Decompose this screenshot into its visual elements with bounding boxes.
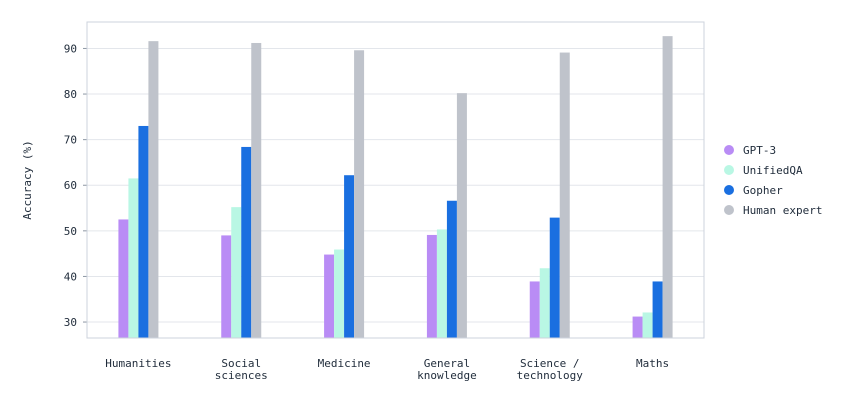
- x-category-label: Maths: [636, 357, 669, 370]
- bar-gpt-3: [118, 219, 129, 338]
- bar-gpt-3: [426, 234, 437, 338]
- y-tick-label: 90: [64, 42, 77, 55]
- bar-gpt-3: [221, 235, 232, 338]
- x-category-label: General: [424, 357, 470, 370]
- legend-swatch: [724, 165, 734, 175]
- bar-gpt-3: [632, 316, 643, 338]
- bar-human-expert: [148, 41, 159, 338]
- bar-gopher: [549, 217, 560, 338]
- y-axis-title: Accuracy (%): [21, 140, 34, 219]
- bar-unifiedqa: [334, 249, 345, 338]
- gridlines: [87, 47, 704, 323]
- legend-label: UnifiedQA: [743, 164, 803, 177]
- bar-unifiedqa: [539, 268, 550, 338]
- legend-swatch: [724, 145, 734, 155]
- bar-unifiedqa: [231, 207, 242, 338]
- bar-gopher: [241, 146, 252, 338]
- legend: GPT-3 UnifiedQA Gopher Human expert: [724, 144, 822, 217]
- x-category-label: Medicine: [318, 357, 371, 370]
- y-tick-label: 60: [64, 179, 77, 192]
- legend-swatch: [724, 185, 734, 195]
- x-category-label: Social: [221, 357, 261, 370]
- legend-label: Human expert: [743, 204, 822, 217]
- plot-frame: [86, 21, 705, 339]
- legend-swatch: [724, 205, 734, 215]
- bar-human-expert: [456, 93, 467, 338]
- bar-human-expert: [354, 50, 365, 338]
- bar-gopher: [652, 281, 663, 338]
- bar-gopher: [446, 200, 457, 338]
- y-tick-label: 80: [64, 88, 77, 101]
- bar-gpt-3: [529, 281, 540, 338]
- x-category-label: technology: [517, 369, 584, 382]
- y-tick-label: 70: [64, 134, 77, 147]
- bars: [118, 36, 673, 339]
- x-category-label: sciences: [215, 369, 268, 382]
- y-tick-label: 30: [64, 316, 77, 329]
- legend-label: Gopher: [743, 184, 783, 197]
- x-category-label: Science /: [520, 357, 580, 370]
- bar-gpt-3: [324, 254, 335, 338]
- x-category-label: knowledge: [417, 369, 477, 382]
- bar-unifiedqa: [436, 229, 447, 338]
- bar-gopher: [138, 125, 149, 339]
- bar-gopher: [344, 175, 355, 338]
- y-axis-ticks: 30 40 50 60 70 80 90: [64, 42, 87, 329]
- x-category-label: Humanities: [105, 357, 171, 370]
- bar-human-expert: [251, 42, 262, 339]
- y-tick-label: 50: [64, 225, 77, 238]
- bar-human-expert: [662, 36, 673, 338]
- y-tick-label: 40: [64, 270, 77, 283]
- bar-unifiedqa: [642, 312, 653, 338]
- legend-label: GPT-3: [743, 144, 776, 157]
- bar-human-expert: [559, 52, 570, 338]
- bar-unifiedqa: [128, 178, 139, 338]
